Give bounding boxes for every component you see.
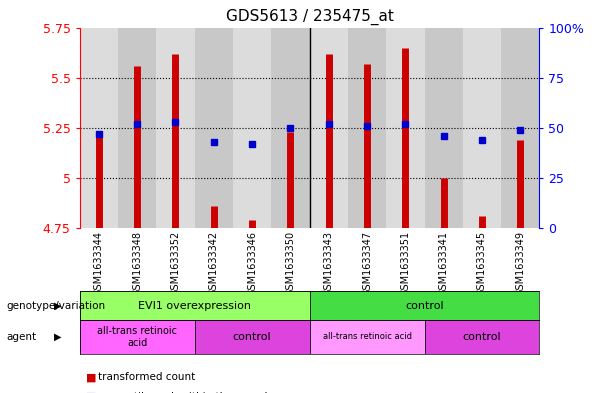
- Text: EVI1 overexpression: EVI1 overexpression: [138, 301, 251, 310]
- Text: all-trans retinoic
acid: all-trans retinoic acid: [97, 326, 177, 348]
- Text: ■: ■: [86, 392, 96, 393]
- Text: ▶: ▶: [54, 301, 61, 310]
- Bar: [80, 28, 118, 228]
- Bar: [424, 320, 539, 354]
- Text: percentile rank within the sample: percentile rank within the sample: [98, 392, 274, 393]
- Bar: [195, 320, 310, 354]
- Bar: [310, 320, 424, 354]
- Bar: [118, 28, 156, 228]
- Text: ▶: ▶: [54, 332, 61, 342]
- Bar: [310, 28, 348, 228]
- Bar: [463, 28, 501, 228]
- Bar: [348, 28, 386, 228]
- Bar: [424, 28, 463, 228]
- Text: transformed count: transformed count: [98, 372, 196, 382]
- Text: control: control: [463, 332, 501, 342]
- Bar: [80, 291, 310, 320]
- Bar: [501, 28, 539, 228]
- Text: ■: ■: [86, 372, 96, 382]
- Title: GDS5613 / 235475_at: GDS5613 / 235475_at: [226, 9, 394, 25]
- Bar: [195, 28, 233, 228]
- Text: genotype/variation: genotype/variation: [6, 301, 105, 310]
- Bar: [233, 28, 271, 228]
- Bar: [271, 28, 310, 228]
- Text: control: control: [405, 301, 444, 310]
- Text: agent: agent: [6, 332, 36, 342]
- Text: all-trans retinoic acid: all-trans retinoic acid: [322, 332, 411, 342]
- Bar: [156, 28, 195, 228]
- Bar: [386, 28, 424, 228]
- Bar: [310, 291, 539, 320]
- Bar: [80, 320, 195, 354]
- Text: control: control: [233, 332, 272, 342]
